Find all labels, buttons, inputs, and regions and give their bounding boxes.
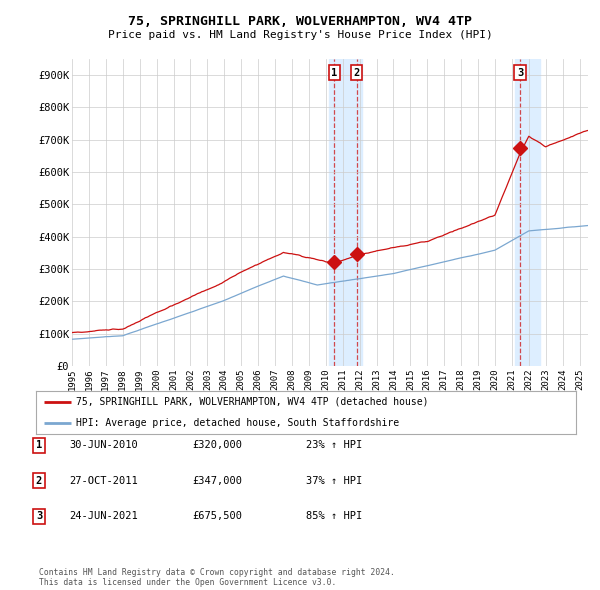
Text: 27-OCT-2011: 27-OCT-2011: [69, 476, 138, 486]
Text: 2: 2: [36, 476, 42, 486]
Text: 1: 1: [331, 68, 337, 78]
Text: 37% ↑ HPI: 37% ↑ HPI: [306, 476, 362, 486]
Text: Price paid vs. HM Land Registry's House Price Index (HPI): Price paid vs. HM Land Registry's House …: [107, 30, 493, 40]
Bar: [329, 59, 362, 366]
Text: 30-JUN-2010: 30-JUN-2010: [69, 441, 138, 450]
Text: 1: 1: [36, 441, 42, 450]
Text: 75, SPRINGHILL PARK, WOLVERHAMPTON, WV4 4TP (detached house): 75, SPRINGHILL PARK, WOLVERHAMPTON, WV4 …: [77, 397, 429, 407]
Text: 3: 3: [517, 68, 523, 78]
Text: £675,500: £675,500: [192, 512, 242, 521]
Text: 24-JUN-2021: 24-JUN-2021: [69, 512, 138, 521]
Text: £320,000: £320,000: [192, 441, 242, 450]
Text: 85% ↑ HPI: 85% ↑ HPI: [306, 512, 362, 521]
Text: 75, SPRINGHILL PARK, WOLVERHAMPTON, WV4 4TP: 75, SPRINGHILL PARK, WOLVERHAMPTON, WV4 …: [128, 15, 472, 28]
Text: Contains HM Land Registry data © Crown copyright and database right 2024.
This d: Contains HM Land Registry data © Crown c…: [39, 568, 395, 587]
Text: £347,000: £347,000: [192, 476, 242, 486]
Text: HPI: Average price, detached house, South Staffordshire: HPI: Average price, detached house, Sout…: [77, 418, 400, 428]
Bar: [515, 59, 540, 366]
Text: 3: 3: [36, 512, 42, 521]
Text: 2: 2: [353, 68, 360, 78]
Text: 23% ↑ HPI: 23% ↑ HPI: [306, 441, 362, 450]
